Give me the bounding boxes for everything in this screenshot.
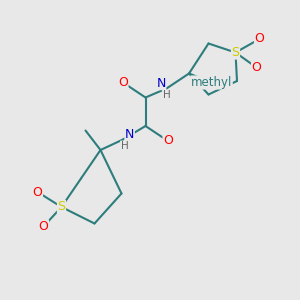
- Text: S: S: [232, 46, 239, 59]
- Text: H: H: [121, 141, 128, 151]
- Text: O: O: [252, 61, 261, 74]
- Text: O: O: [255, 32, 264, 46]
- Text: N: N: [156, 76, 166, 90]
- Text: O: O: [33, 185, 42, 199]
- Text: H: H: [163, 90, 170, 100]
- Text: N: N: [125, 128, 134, 141]
- Text: O: O: [39, 220, 48, 233]
- Text: O: O: [163, 134, 173, 148]
- Text: methyl: methyl: [191, 76, 232, 89]
- Text: O: O: [118, 76, 128, 89]
- Text: S: S: [58, 200, 65, 214]
